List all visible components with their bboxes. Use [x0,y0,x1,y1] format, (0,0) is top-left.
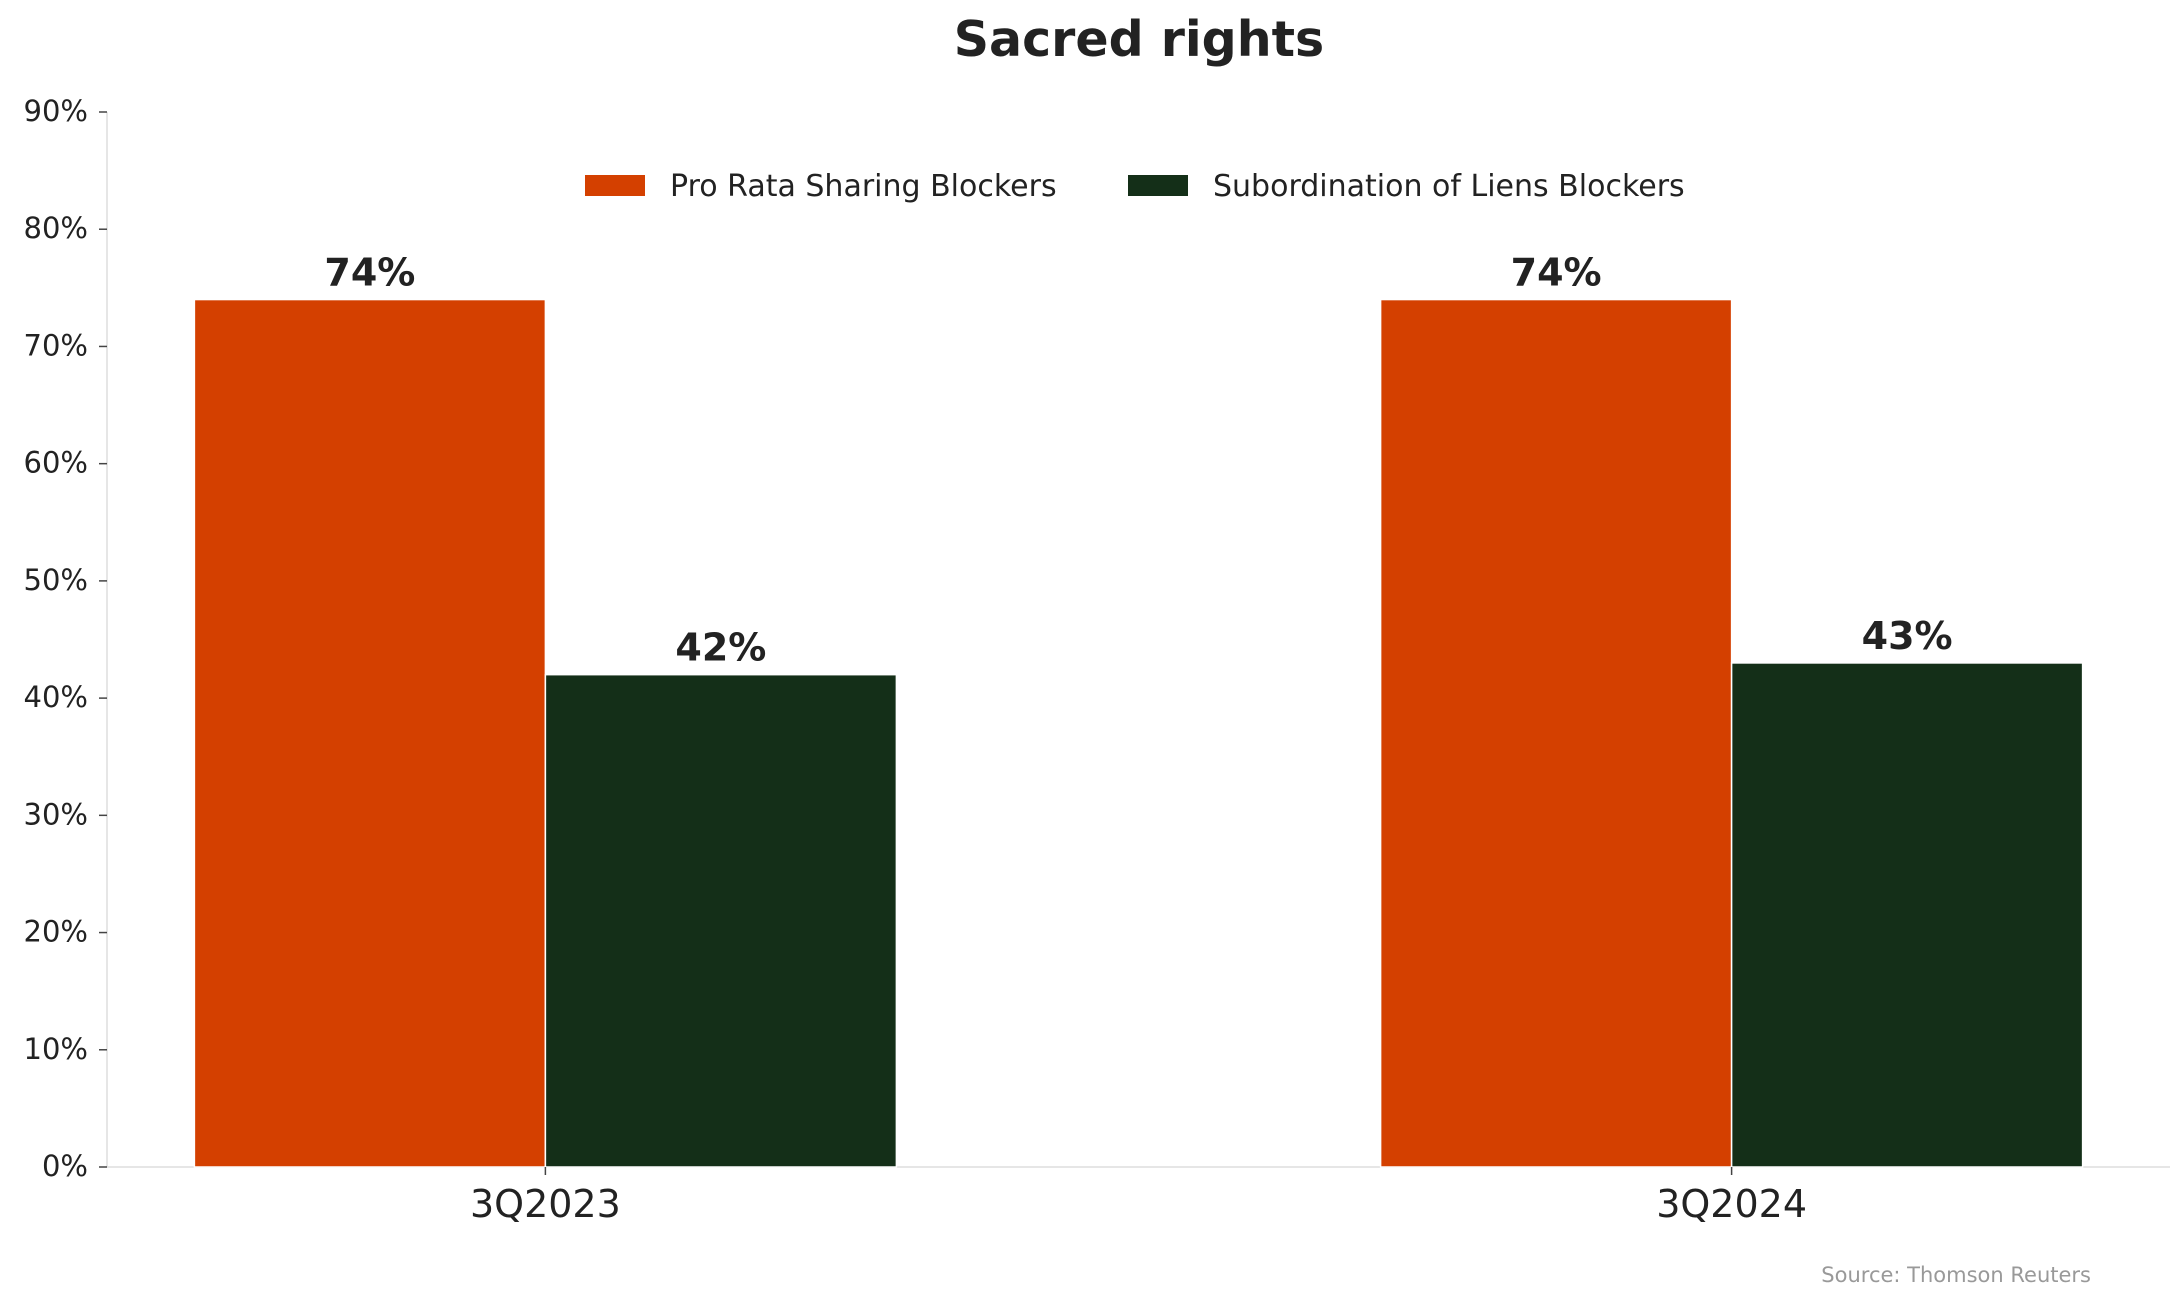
data-label: 74% [324,251,415,295]
x-axis-ticks: 3Q2023 3Q2024 [470,1167,1807,1226]
bar-subordination-of-liens-0 [544,673,898,1168]
bar-pro-rata-sharing-0 [193,298,547,1168]
x-tick-label: 3Q2024 [1656,1182,1807,1226]
y-tick-label: 20% [24,915,88,949]
source-note: Source: Thomson Reuters [1821,1263,2091,1287]
legend-swatch [1128,175,1188,196]
legend-label: Subordination of Liens Blockers [1213,169,1685,204]
y-tick-label: 90% [24,94,88,128]
data-label: 74% [1511,251,1602,295]
y-tick-label: 50% [24,563,88,597]
x-tick-label: 3Q2023 [470,1182,621,1226]
data-label: 43% [1862,614,1953,658]
y-tick-label: 10% [24,1032,88,1066]
data-label: 42% [675,626,766,670]
legend: Pro Rata Sharing Blockers Subordination o… [585,169,1685,204]
y-tick-label: 0% [42,1149,88,1183]
bar-pro-rata-sharing-1 [1379,298,1733,1168]
chart-title: Sacred rights [954,11,1324,68]
y-tick-label: 80% [24,211,88,245]
y-tick-label: 70% [24,328,88,362]
y-axis-ticks: 0% 10% 20% 30% 40% 50% 60% 70% 80% 90% [24,94,107,1183]
bars [193,298,2084,1168]
y-tick-label: 40% [24,680,88,714]
data-labels: 74% 42% 74% 43% [324,251,1952,670]
legend-swatch [585,175,645,196]
bar-subordination-of-liens-1 [1730,662,2084,1168]
y-tick-label: 60% [24,446,88,480]
legend-label: Pro Rata Sharing Blockers [670,169,1057,204]
y-tick-label: 30% [24,797,88,831]
